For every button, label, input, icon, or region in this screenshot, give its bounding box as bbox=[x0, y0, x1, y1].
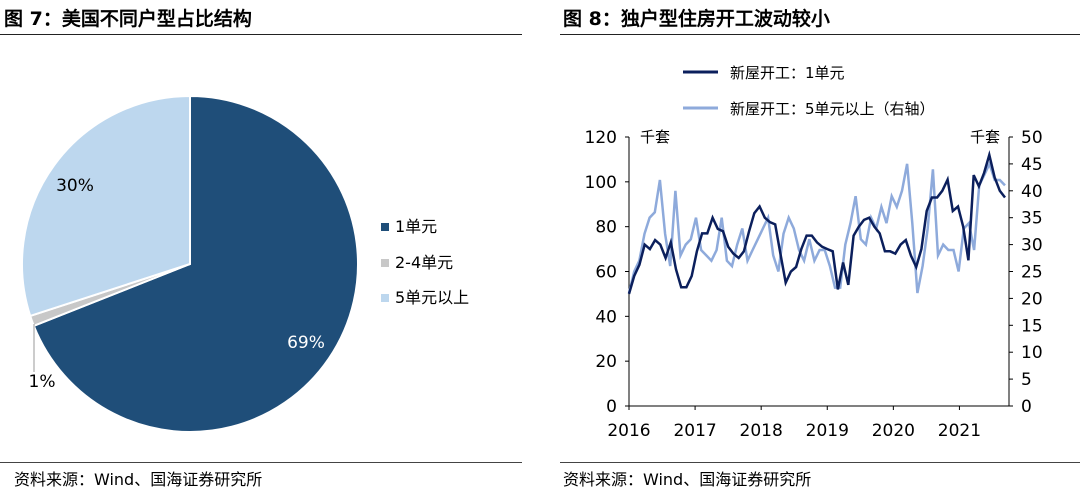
legend-label-line-1-unit: 新屋开工：1单元 bbox=[730, 64, 845, 82]
title-rule-left bbox=[0, 34, 522, 35]
left-tick-label: 60 bbox=[595, 263, 617, 283]
right-tick-label: 15 bbox=[1021, 316, 1043, 336]
line-legend: 新屋开工：1单元 新屋开工：5单元以上（右轴） bbox=[683, 64, 935, 118]
x-tick-label: 2016 bbox=[607, 421, 650, 441]
left-tick-label: 40 bbox=[595, 307, 617, 327]
x-axis-ticks: 2016 2017 2018 2019 2020 2021 bbox=[607, 406, 981, 441]
legend-label-line-5plus-unit: 新屋开工：5单元以上（右轴） bbox=[730, 100, 935, 118]
line-chart: 千套 千套 0 20 40 60 80 100 120 0 5 10 15 20 25 30 35 40 45… bbox=[585, 128, 1043, 441]
x-tick-label: 2020 bbox=[872, 421, 915, 441]
pie-label-5plus-unit: 30% bbox=[56, 176, 94, 196]
pie-chart bbox=[21, 94, 359, 433]
source-rule-right bbox=[560, 462, 1080, 463]
left-tick-label: 120 bbox=[585, 128, 617, 148]
right-tick-label: 30 bbox=[1021, 236, 1043, 256]
x-tick-label: 2017 bbox=[673, 421, 716, 441]
legend-swatch-1-unit bbox=[381, 223, 389, 231]
left-tick-label: 80 bbox=[595, 218, 617, 238]
figure-8-source: 资料来源：Wind、国海证券研究所 bbox=[563, 470, 812, 489]
figure-7-title: 图 7：美国不同户型占比结构 bbox=[4, 8, 252, 30]
pie-legend: 1单元 2-4单元 5单元以上 bbox=[381, 217, 469, 307]
right-tick-label: 40 bbox=[1021, 182, 1043, 202]
title-rule-right bbox=[560, 34, 1080, 35]
x-tick-label: 2021 bbox=[938, 421, 981, 441]
legend-swatch-2-4-unit bbox=[381, 259, 389, 267]
left-tick-label: 0 bbox=[606, 397, 617, 417]
right-tick-label: 35 bbox=[1021, 209, 1043, 229]
x-tick-label: 2018 bbox=[740, 421, 783, 441]
right-tick-label: 20 bbox=[1021, 289, 1043, 309]
pie-slice-5plus-unit bbox=[21, 94, 191, 318]
right-tick-label: 25 bbox=[1021, 263, 1043, 283]
left-tick-label: 20 bbox=[595, 352, 617, 372]
series-line-5plus-unit bbox=[627, 160, 1006, 294]
source-rule-left bbox=[0, 462, 522, 463]
right-tick-label: 0 bbox=[1021, 397, 1032, 417]
legend-label-2-4-unit: 2-4单元 bbox=[395, 253, 453, 272]
x-tick-label: 2019 bbox=[806, 421, 849, 441]
right-tick-label: 50 bbox=[1021, 128, 1043, 148]
pie-slice-1-unit bbox=[32, 94, 359, 433]
pie-label-2-4-unit: 1% bbox=[29, 372, 56, 392]
left-axis-ticks: 0 20 40 60 80 100 120 bbox=[585, 128, 629, 417]
right-tick-label: 5 bbox=[1021, 370, 1032, 390]
right-tick-label: 45 bbox=[1021, 155, 1043, 175]
figure-7-source: 资料来源：Wind、国海证券研究所 bbox=[14, 470, 263, 489]
right-axis-unit: 千套 bbox=[970, 128, 1000, 146]
right-tick-label: 10 bbox=[1021, 343, 1043, 363]
figure-8-title: 图 8：独户型住房开工波动较小 bbox=[563, 8, 830, 30]
left-axis-unit: 千套 bbox=[640, 128, 670, 146]
legend-swatch-5plus-unit bbox=[381, 294, 389, 302]
right-axis-ticks: 0 5 10 15 20 25 30 35 40 45 50 bbox=[1009, 128, 1043, 417]
legend-label-1-unit: 1单元 bbox=[395, 217, 437, 236]
legend-label-5plus-unit: 5单元以上 bbox=[395, 288, 469, 307]
left-tick-label: 100 bbox=[585, 173, 617, 193]
series-line-1-unit bbox=[627, 149, 1006, 295]
pie-label-1-unit: 69% bbox=[287, 333, 325, 353]
